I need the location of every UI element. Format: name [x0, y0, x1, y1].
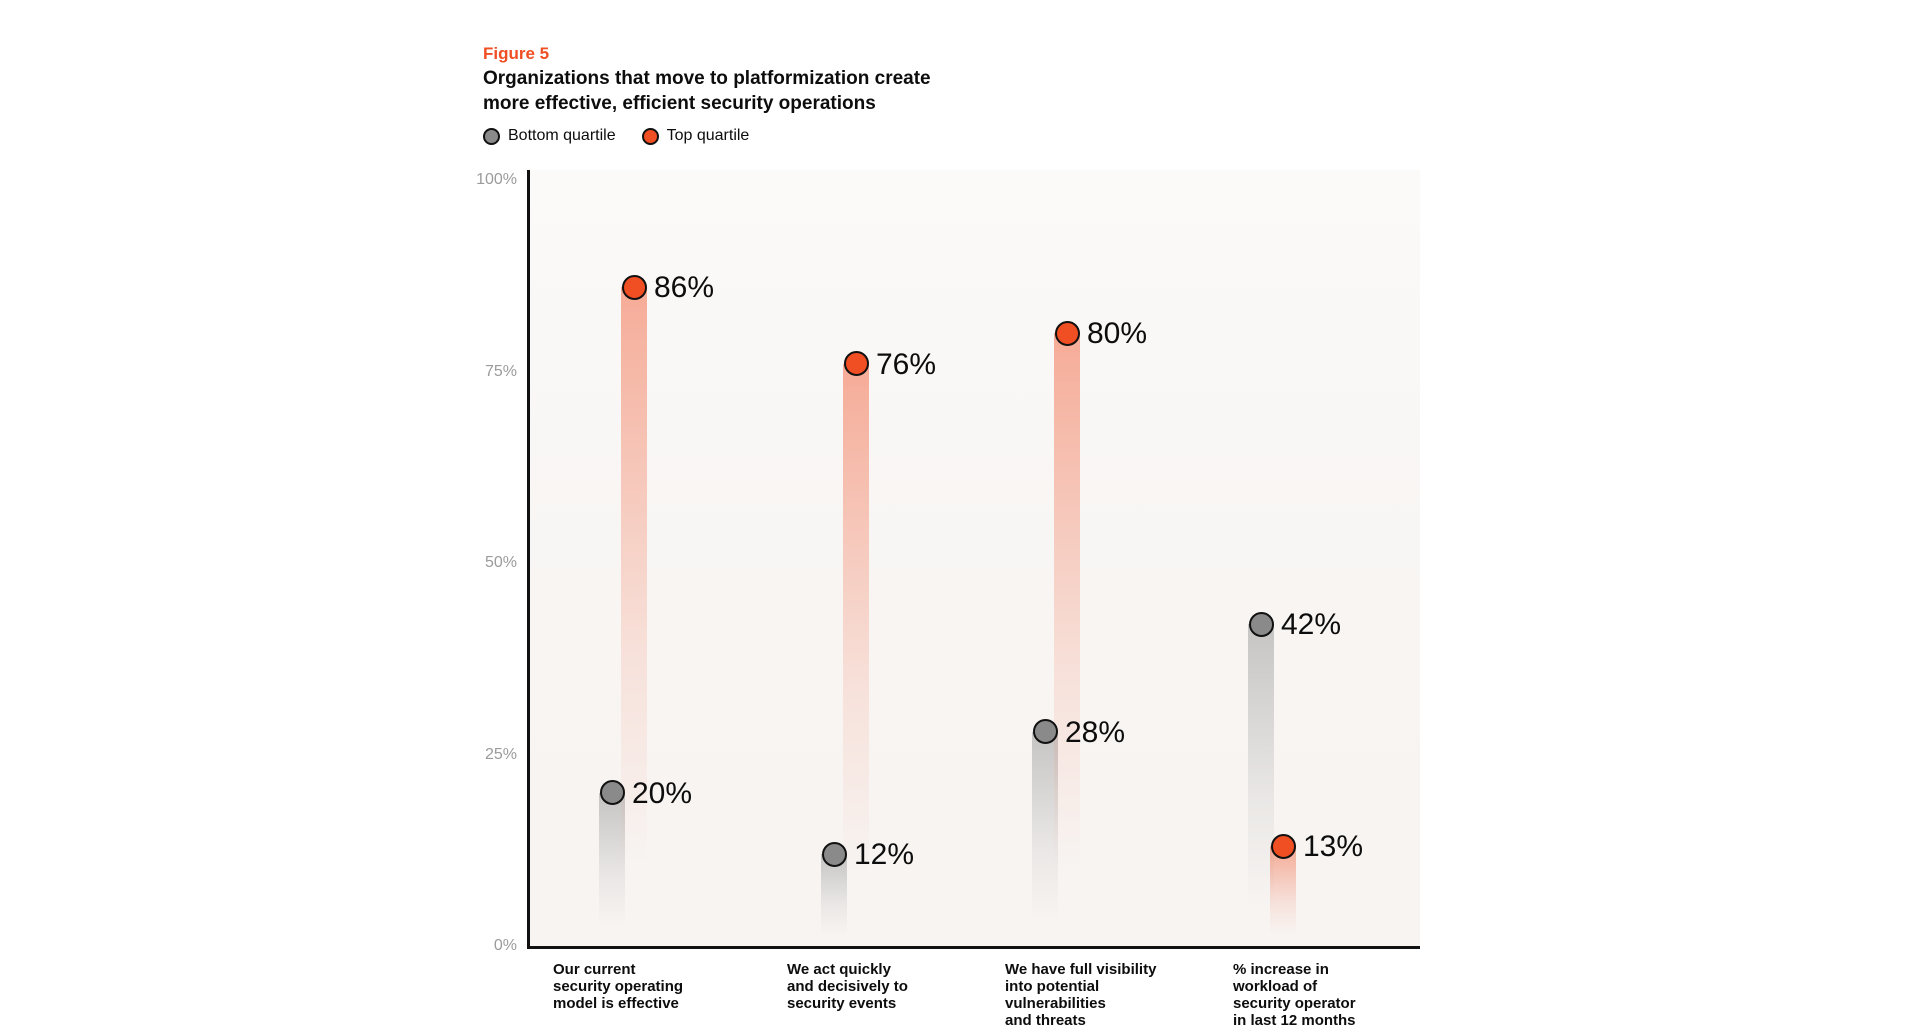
- data-point-trail: [821, 854, 847, 946]
- y-tick-label: 25%: [484, 745, 517, 763]
- legend-item-top-quartile: Top quartile: [641, 127, 750, 145]
- legend-label-top-quartile: Top quartile: [666, 127, 750, 144]
- category-label: We have full visibility into potential vul…: [1005, 961, 1156, 1029]
- figure-title-line1: Organizations that move to platformizati…: [483, 68, 931, 89]
- data-point-trail: [1054, 333, 1080, 946]
- category-label-line: workload of: [1233, 978, 1318, 995]
- data-point-dot: [599, 780, 625, 806]
- category-label-line: security operator: [1233, 995, 1356, 1012]
- category-label-line: vulnerabilities: [1005, 995, 1106, 1012]
- y-tick-label: 75%: [484, 362, 517, 380]
- category-label-line: model is effective: [553, 995, 679, 1012]
- data-point-dot: [1270, 833, 1296, 859]
- data-point-dot: [1054, 320, 1080, 346]
- data-point-dot: [1248, 611, 1274, 637]
- data-point-dot: [843, 351, 869, 377]
- chart-legend: Bottom quartile Top quartile: [483, 127, 749, 145]
- figure-label: Figure 5: [483, 44, 550, 63]
- data-point-dot: [621, 274, 647, 300]
- category-label: % increase in workload of security operato…: [1233, 961, 1356, 1029]
- legend-label-bottom-quartile: Bottom quartile: [508, 127, 616, 144]
- data-point-value-label: 80%: [1087, 317, 1148, 351]
- data-point-trail: [843, 363, 869, 946]
- legend-item-bottom-quartile: Bottom quartile: [483, 127, 616, 145]
- category-label-line: We act quickly: [787, 961, 891, 978]
- data-point-value-label: 86%: [654, 271, 715, 305]
- category-label-line: and threats: [1005, 1012, 1086, 1029]
- data-point-value-label: 28%: [1065, 715, 1126, 749]
- category-label-line: into potential: [1005, 978, 1100, 995]
- category-label-line: security events: [787, 995, 897, 1012]
- category-label-line: % increase in: [1233, 961, 1329, 978]
- data-point-value-label: 13%: [1303, 830, 1364, 864]
- data-point-trail: [621, 287, 647, 946]
- y-tick-label: 50%: [484, 554, 517, 571]
- category-label: We act quickly and decisively to security …: [787, 961, 908, 1012]
- data-point-value-label: 42%: [1281, 608, 1342, 642]
- data-point-trail: [1248, 624, 1274, 946]
- data-point-trail: [599, 792, 625, 946]
- data-point-dot: [1032, 719, 1058, 745]
- category-label-line: in last 12 months: [1233, 1012, 1356, 1029]
- figure-title-line2: more effective, efficient security opera…: [483, 93, 876, 114]
- data-point-value-label: 12%: [854, 838, 915, 872]
- category-label-line: We have full visibility: [1005, 961, 1157, 978]
- data-point-trail: [1270, 846, 1296, 946]
- figure-title: Organizations that move to platformizati…: [483, 66, 931, 116]
- y-tick-label: 0%: [493, 937, 517, 954]
- category-label-line: Our current: [553, 961, 636, 978]
- plot-area: 20% 86% 12% 76% 28% 80% 42% 13%: [527, 170, 1420, 949]
- top-quartile-dot-icon: [641, 127, 659, 145]
- category-label-line: security operating: [553, 978, 684, 995]
- data-point-dot: [821, 841, 847, 867]
- data-point-trail: [1032, 731, 1058, 946]
- y-tick-label: 100%: [476, 171, 517, 188]
- category-label-line: and decisively to: [787, 978, 908, 995]
- category-label: Our current security operating model is ef…: [553, 961, 683, 1012]
- data-point-value-label: 20%: [632, 776, 693, 810]
- data-point-value-label: 76%: [876, 347, 937, 381]
- bottom-quartile-dot-icon: [483, 127, 500, 145]
